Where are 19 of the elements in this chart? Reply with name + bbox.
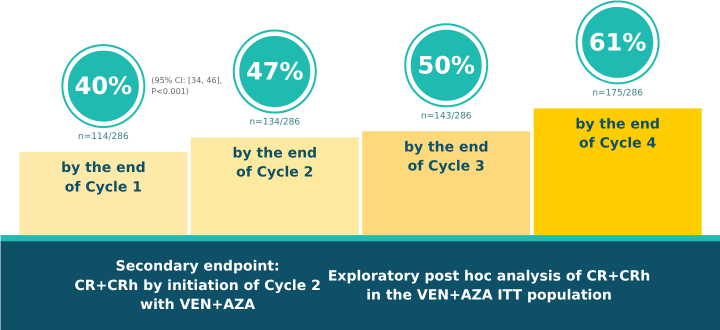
data-label: 40% xyxy=(74,72,132,100)
data-label: 50% xyxy=(417,51,475,80)
bar xyxy=(19,152,188,236)
text: Secondary endpoint: CR+CRh by initiation of Cycle 2 with VEN+AZA xyxy=(74,258,321,314)
text: n=175/286 xyxy=(592,88,644,98)
x-tick-label: by the end of Cycle 4 xyxy=(575,116,660,152)
bar xyxy=(534,108,702,236)
x-tick-label: by the end of Cycle 1 xyxy=(61,160,146,196)
annotation: n=143/286 xyxy=(420,111,472,122)
data-label: 61% xyxy=(588,28,646,56)
x-tick-label: by the end of Cycle 3 xyxy=(404,139,488,174)
data-label: 47% xyxy=(246,58,304,86)
annotation: n=114/286 xyxy=(78,132,129,142)
bar xyxy=(190,138,359,236)
bar xyxy=(362,131,530,236)
annotation: n=134/286 xyxy=(249,118,300,128)
x-tick-label: by the end of Cycle 2 xyxy=(232,146,318,181)
text: Exploratory post hoc analysis of CR+CRh in the VEN+AZA ITT population xyxy=(328,268,650,304)
text: (95% CI: [34, 46], P<0.001) xyxy=(151,76,222,96)
